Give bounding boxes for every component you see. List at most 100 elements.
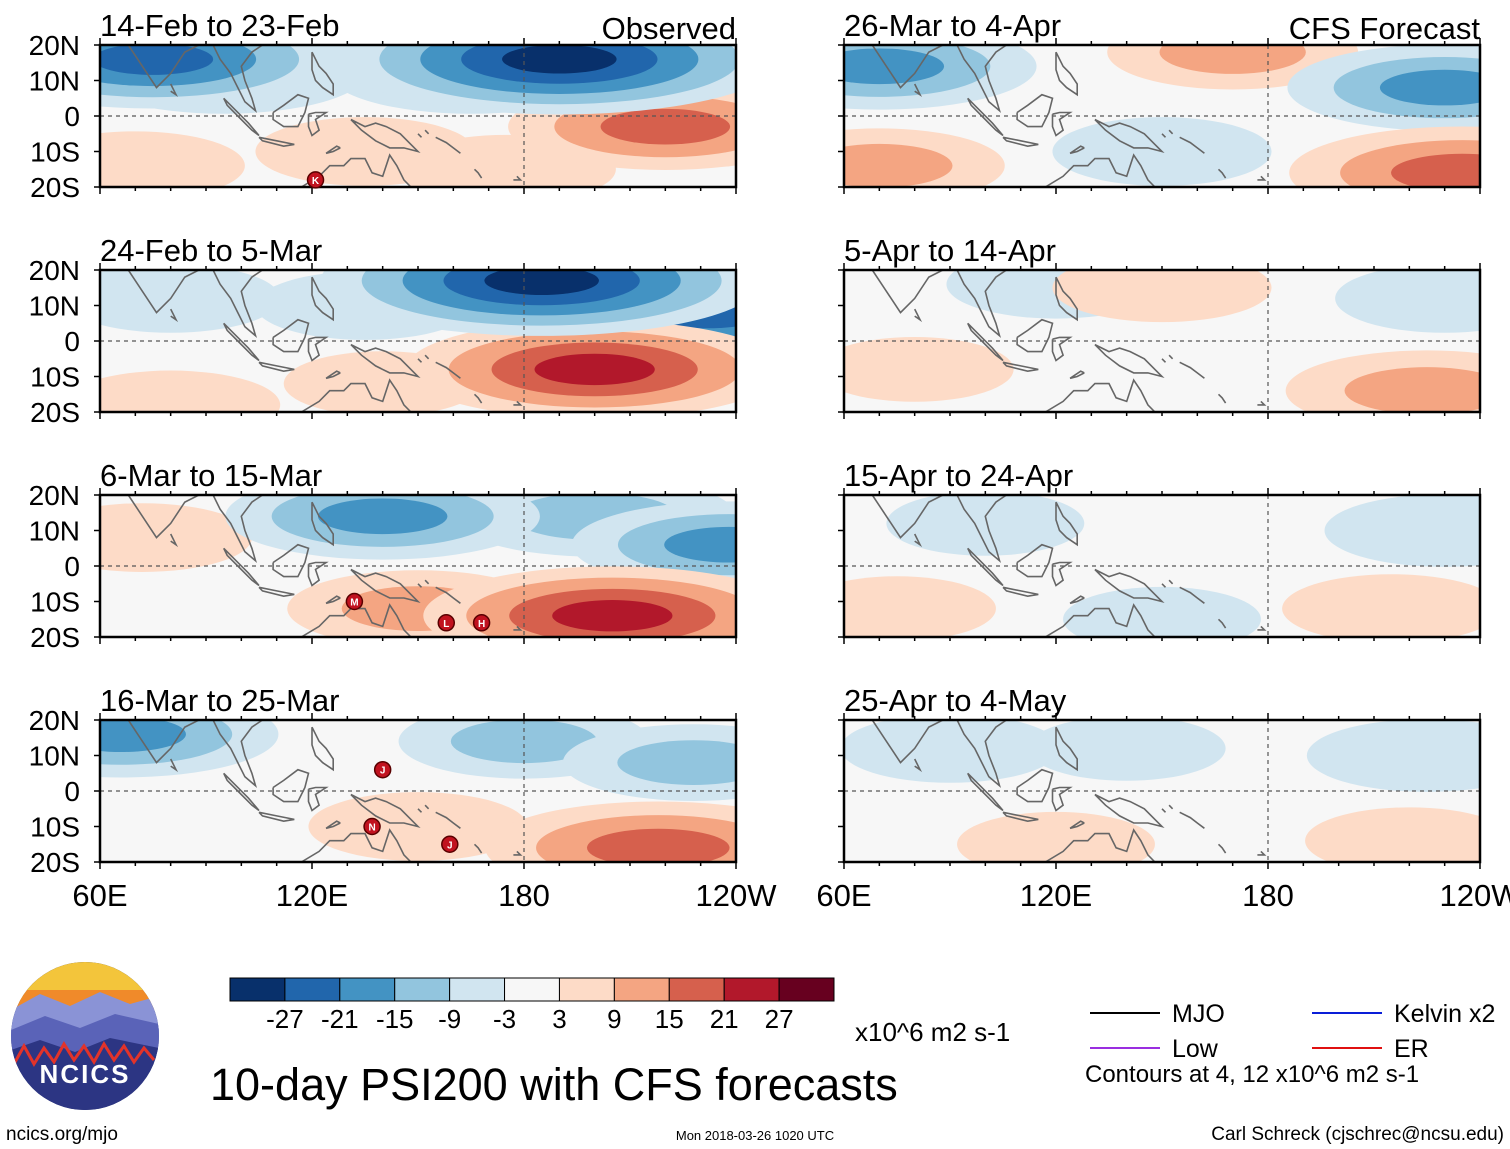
coastline-path [1217,168,1227,179]
coastline-path [311,276,334,322]
colorbar-units: x10^6 m2 s-1 [855,1017,1010,1047]
panel-title: 15-Apr to 24-Apr [844,458,1073,493]
coastline-path [350,793,421,828]
y-tick-label: 20N [29,255,80,286]
coastline-path [956,45,1007,114]
panel-title: 26-Mar to 4-Apr [844,8,1061,43]
coastline-path [424,579,430,585]
coastline-path [1217,843,1227,854]
colorbar-label: 3 [552,1004,566,1034]
coastline-path [289,378,412,412]
anomaly-blob [100,270,281,333]
coastline-path [1257,625,1267,631]
storm-marker: M [345,592,364,611]
coastline-path [1168,804,1174,810]
coastline-path [169,533,179,548]
x-tick-label: 60E [816,878,871,913]
column-header-observed: Observed [602,11,736,46]
coastline-path [1094,118,1165,153]
anomaly-blob [1052,270,1272,323]
x-tick-label: 180 [498,878,550,913]
coastline-path [1016,543,1054,578]
coastline-path [1055,726,1078,772]
coastline-path [1033,603,1156,637]
coastline-path [127,495,200,539]
anomaly-field [100,270,736,412]
coastline-path [272,318,310,353]
y-tick-label: 10S [30,137,80,168]
x-tick-label: 180 [1242,878,1294,913]
storm-marker-label: J [447,840,453,851]
colorbar-label: 21 [710,1004,739,1034]
anomaly-blob [100,720,186,753]
colorbar-swatch [339,977,396,1002]
y-tick-label: 20S [30,397,80,428]
anomaly-blob [844,337,1014,402]
coastline-path [1002,811,1039,823]
colorbar-label: 9 [607,1004,621,1034]
coastline-path [127,45,200,89]
coastline-path [1055,501,1078,547]
anomaly-blob [600,108,731,145]
coastline-path [350,343,421,378]
coastline-path [212,45,263,114]
coastline-path [1016,93,1054,128]
panel-obs-4: 20N 10N 0 10S 20S 16-Mar to 25-Mar 60E 120E 180 1… [29,683,778,913]
coastline-path [913,308,923,323]
contour-legend: MJO Kelvin x2 Low ER [1090,1000,1495,1063]
coastline-path [350,568,421,603]
anomaly-blob [100,45,214,75]
coastline-path [272,768,310,803]
coastlines [871,270,1267,412]
panel-obs-1: 20N 10N 0 10S 20S 14-Feb to 23-Feb Observed K [29,8,738,203]
coastline-path [1161,358,1167,363]
colorbar-swatch [284,977,341,1002]
coastline-path [1069,370,1085,380]
y-tick-label: 20S [30,622,80,653]
colorbar-swatch [613,977,670,1002]
anomaly-blob [100,503,252,572]
anomaly-field [844,495,1480,637]
coastline-path [424,129,430,135]
coastline-path [258,586,295,598]
coastline-path [966,772,1004,812]
storm-marker-label: J [380,766,386,777]
coastline-path [212,270,263,339]
panel-title: 6-Mar to 15-Mar [100,458,322,493]
anomaly-blob [586,828,730,862]
coastline-path [1168,579,1174,585]
anomaly-blob [844,48,945,85]
anomaly-blob [1159,45,1306,74]
anomaly-blob [552,600,673,632]
panel-title: 24-Feb to 5-Mar [100,233,322,268]
coastline-path [913,758,923,773]
coastline-path [435,811,461,829]
anomaly-blob [534,353,655,386]
colorbar-label: -27 [266,1004,304,1034]
coastline-path [307,111,329,137]
coastline-path [1002,586,1039,598]
coastline-path [258,136,295,148]
coastline-path [966,547,1004,587]
coastline-path [222,772,260,812]
coastline-path [513,400,523,406]
colorbar-swatch [449,977,506,1002]
coastline-path [1257,400,1267,406]
colorbar-label: -15 [376,1004,414,1034]
y-tick-label: 10N [29,741,80,772]
y-tick-label: 20S [30,172,80,203]
coastline-path [127,720,200,764]
coastline-path [1069,820,1085,830]
anomaly-blob [1306,720,1480,792]
panel-title: 16-Mar to 25-Mar [100,683,339,718]
storm-marker: J [441,835,459,853]
anomaly-blob [502,45,617,74]
coastline-path [307,336,329,362]
anomaly-field [100,495,736,637]
anomaly-blob [317,498,448,535]
coastline-path [289,828,412,862]
anomaly-blob [1344,367,1480,412]
coastline-path [871,270,944,314]
coastline-path [325,595,341,605]
coastlines [871,720,1267,862]
